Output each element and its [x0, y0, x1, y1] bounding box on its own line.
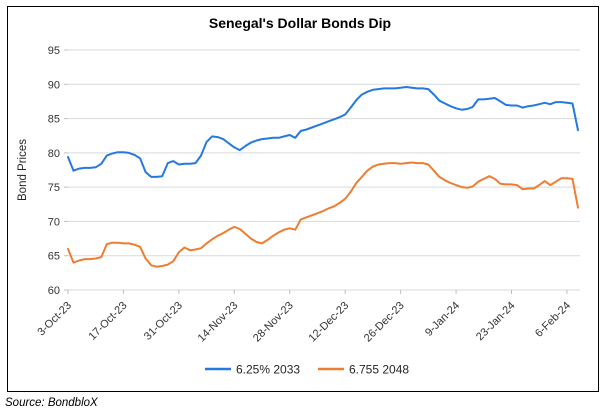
y-tick-label-80: 80	[48, 148, 60, 160]
x-tick-label-2: 31-Oct-23	[142, 300, 185, 343]
y-axis-title: Bond Prices	[17, 139, 29, 201]
y-tick-label-60: 60	[48, 285, 60, 297]
x-tick-label-1: 17-Oct-23	[86, 300, 129, 343]
gridlines	[68, 49, 580, 291]
x-tick-label-8: 23-Jan-24	[474, 300, 518, 344]
y-tick-label-70: 70	[48, 216, 60, 228]
x-axis-labels: 3-Oct-23 17-Oct-23 31-Oct-23 14-Nov-23 28-No…	[35, 290, 573, 344]
series-line-6-25-2033	[67, 86, 579, 178]
x-tick-label-5: 12-Dec-23	[306, 300, 351, 345]
legend-item-2048: 6.755 2048	[318, 363, 409, 377]
y-tick-label-75: 75	[48, 182, 60, 194]
x-tick-label-6: 26-Dec-23	[362, 300, 407, 345]
x-tick-label-3: 14-Nov-23	[196, 300, 241, 345]
x-tick-label-7: 9-Jan-24	[423, 300, 462, 339]
y-tick-label-85: 85	[48, 114, 60, 126]
x-tick-label-9: 6-Feb-24	[533, 300, 573, 340]
chart-title: Senegal's Dollar Bonds Dip	[209, 15, 391, 31]
series-line-6-755-2048	[67, 161, 579, 268]
y-tick-label-95: 95	[48, 45, 60, 57]
y-axis-labels: 60 65 70 75 80 85 90 95	[48, 45, 68, 297]
x-tick-label-4: 28-Nov-23	[251, 300, 296, 345]
chart-border	[7, 6, 599, 392]
legend-label-2048: 6.755 2048	[349, 363, 409, 377]
legend-label-2033: 6.25% 2033	[236, 363, 300, 377]
source-note: Source: BondbloX	[5, 397, 99, 409]
y-tick-label-90: 90	[48, 79, 60, 91]
y-tick-label-65: 65	[48, 251, 60, 263]
legend: 6.25% 2033 6.755 2048	[205, 363, 409, 377]
legend-item-2033: 6.25% 2033	[205, 363, 300, 377]
series-lines	[67, 86, 579, 268]
x-tick-label-0: 3-Oct-23	[35, 300, 74, 339]
